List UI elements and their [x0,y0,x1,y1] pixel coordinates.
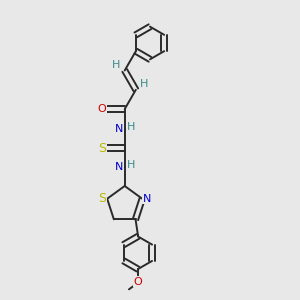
Text: O: O [134,277,142,287]
Text: S: S [98,192,106,205]
Text: N: N [115,124,124,134]
Text: N: N [143,194,151,204]
Text: S: S [98,142,106,154]
Text: O: O [98,104,106,114]
Text: N: N [115,162,124,172]
Text: H: H [127,160,135,170]
Text: H: H [112,60,121,70]
Text: H: H [127,122,135,132]
Text: H: H [140,80,148,89]
